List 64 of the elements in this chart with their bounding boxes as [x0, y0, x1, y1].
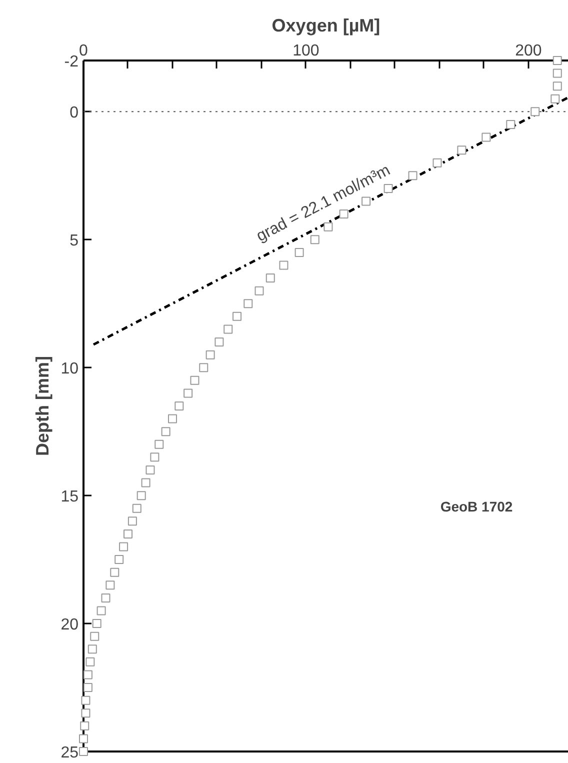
point	[552, 68, 562, 78]
y-tick-label: 15	[60, 488, 79, 506]
point	[106, 580, 115, 590]
y-tick-label: 25	[60, 744, 79, 762]
point	[552, 82, 562, 91]
point	[114, 555, 124, 564]
point	[482, 132, 491, 142]
x-tick-label: 100	[292, 42, 320, 60]
point	[506, 120, 516, 129]
point	[324, 222, 333, 232]
point	[244, 299, 253, 308]
point	[310, 235, 320, 244]
point	[254, 286, 264, 296]
point	[432, 158, 442, 168]
x-axis-title: Oxygen [µM]	[272, 16, 380, 36]
point	[408, 171, 418, 180]
y-tick-label: 5	[70, 232, 79, 250]
point	[168, 414, 177, 424]
point	[161, 427, 170, 436]
point	[190, 376, 200, 385]
point	[132, 504, 142, 513]
y-tick-label: 10	[60, 360, 79, 378]
point	[119, 542, 128, 552]
point	[96, 606, 106, 616]
point	[154, 440, 164, 449]
point	[79, 734, 88, 744]
point	[83, 683, 92, 692]
point	[232, 312, 242, 321]
point	[92, 619, 102, 628]
point	[128, 516, 137, 526]
y-axis-title: Depth [mm]	[32, 356, 53, 456]
point	[457, 146, 466, 155]
point	[80, 721, 90, 730]
x-tick-label: 200	[515, 42, 542, 60]
y-tick-label: 20	[60, 616, 79, 634]
point	[279, 260, 288, 270]
point	[101, 593, 110, 602]
point	[294, 248, 304, 257]
point	[81, 696, 90, 705]
y-tick-label: 0	[70, 104, 79, 122]
point	[199, 363, 208, 372]
point	[552, 56, 562, 65]
y-tick-label: -2	[64, 54, 79, 70]
point	[110, 568, 120, 577]
point	[81, 708, 90, 718]
point	[184, 388, 193, 398]
point	[206, 350, 215, 360]
point	[136, 491, 146, 500]
point	[530, 107, 540, 116]
point	[339, 210, 348, 219]
point	[141, 478, 150, 488]
point	[86, 657, 95, 666]
point	[224, 324, 233, 334]
point	[550, 94, 560, 104]
point	[90, 632, 100, 641]
point	[214, 338, 224, 347]
point	[146, 465, 155, 474]
annotation: GeoB 1702	[440, 498, 513, 514]
point	[150, 452, 160, 462]
point	[88, 644, 97, 654]
point	[79, 747, 88, 756]
point	[174, 402, 184, 410]
point	[83, 670, 92, 680]
point	[266, 274, 275, 283]
